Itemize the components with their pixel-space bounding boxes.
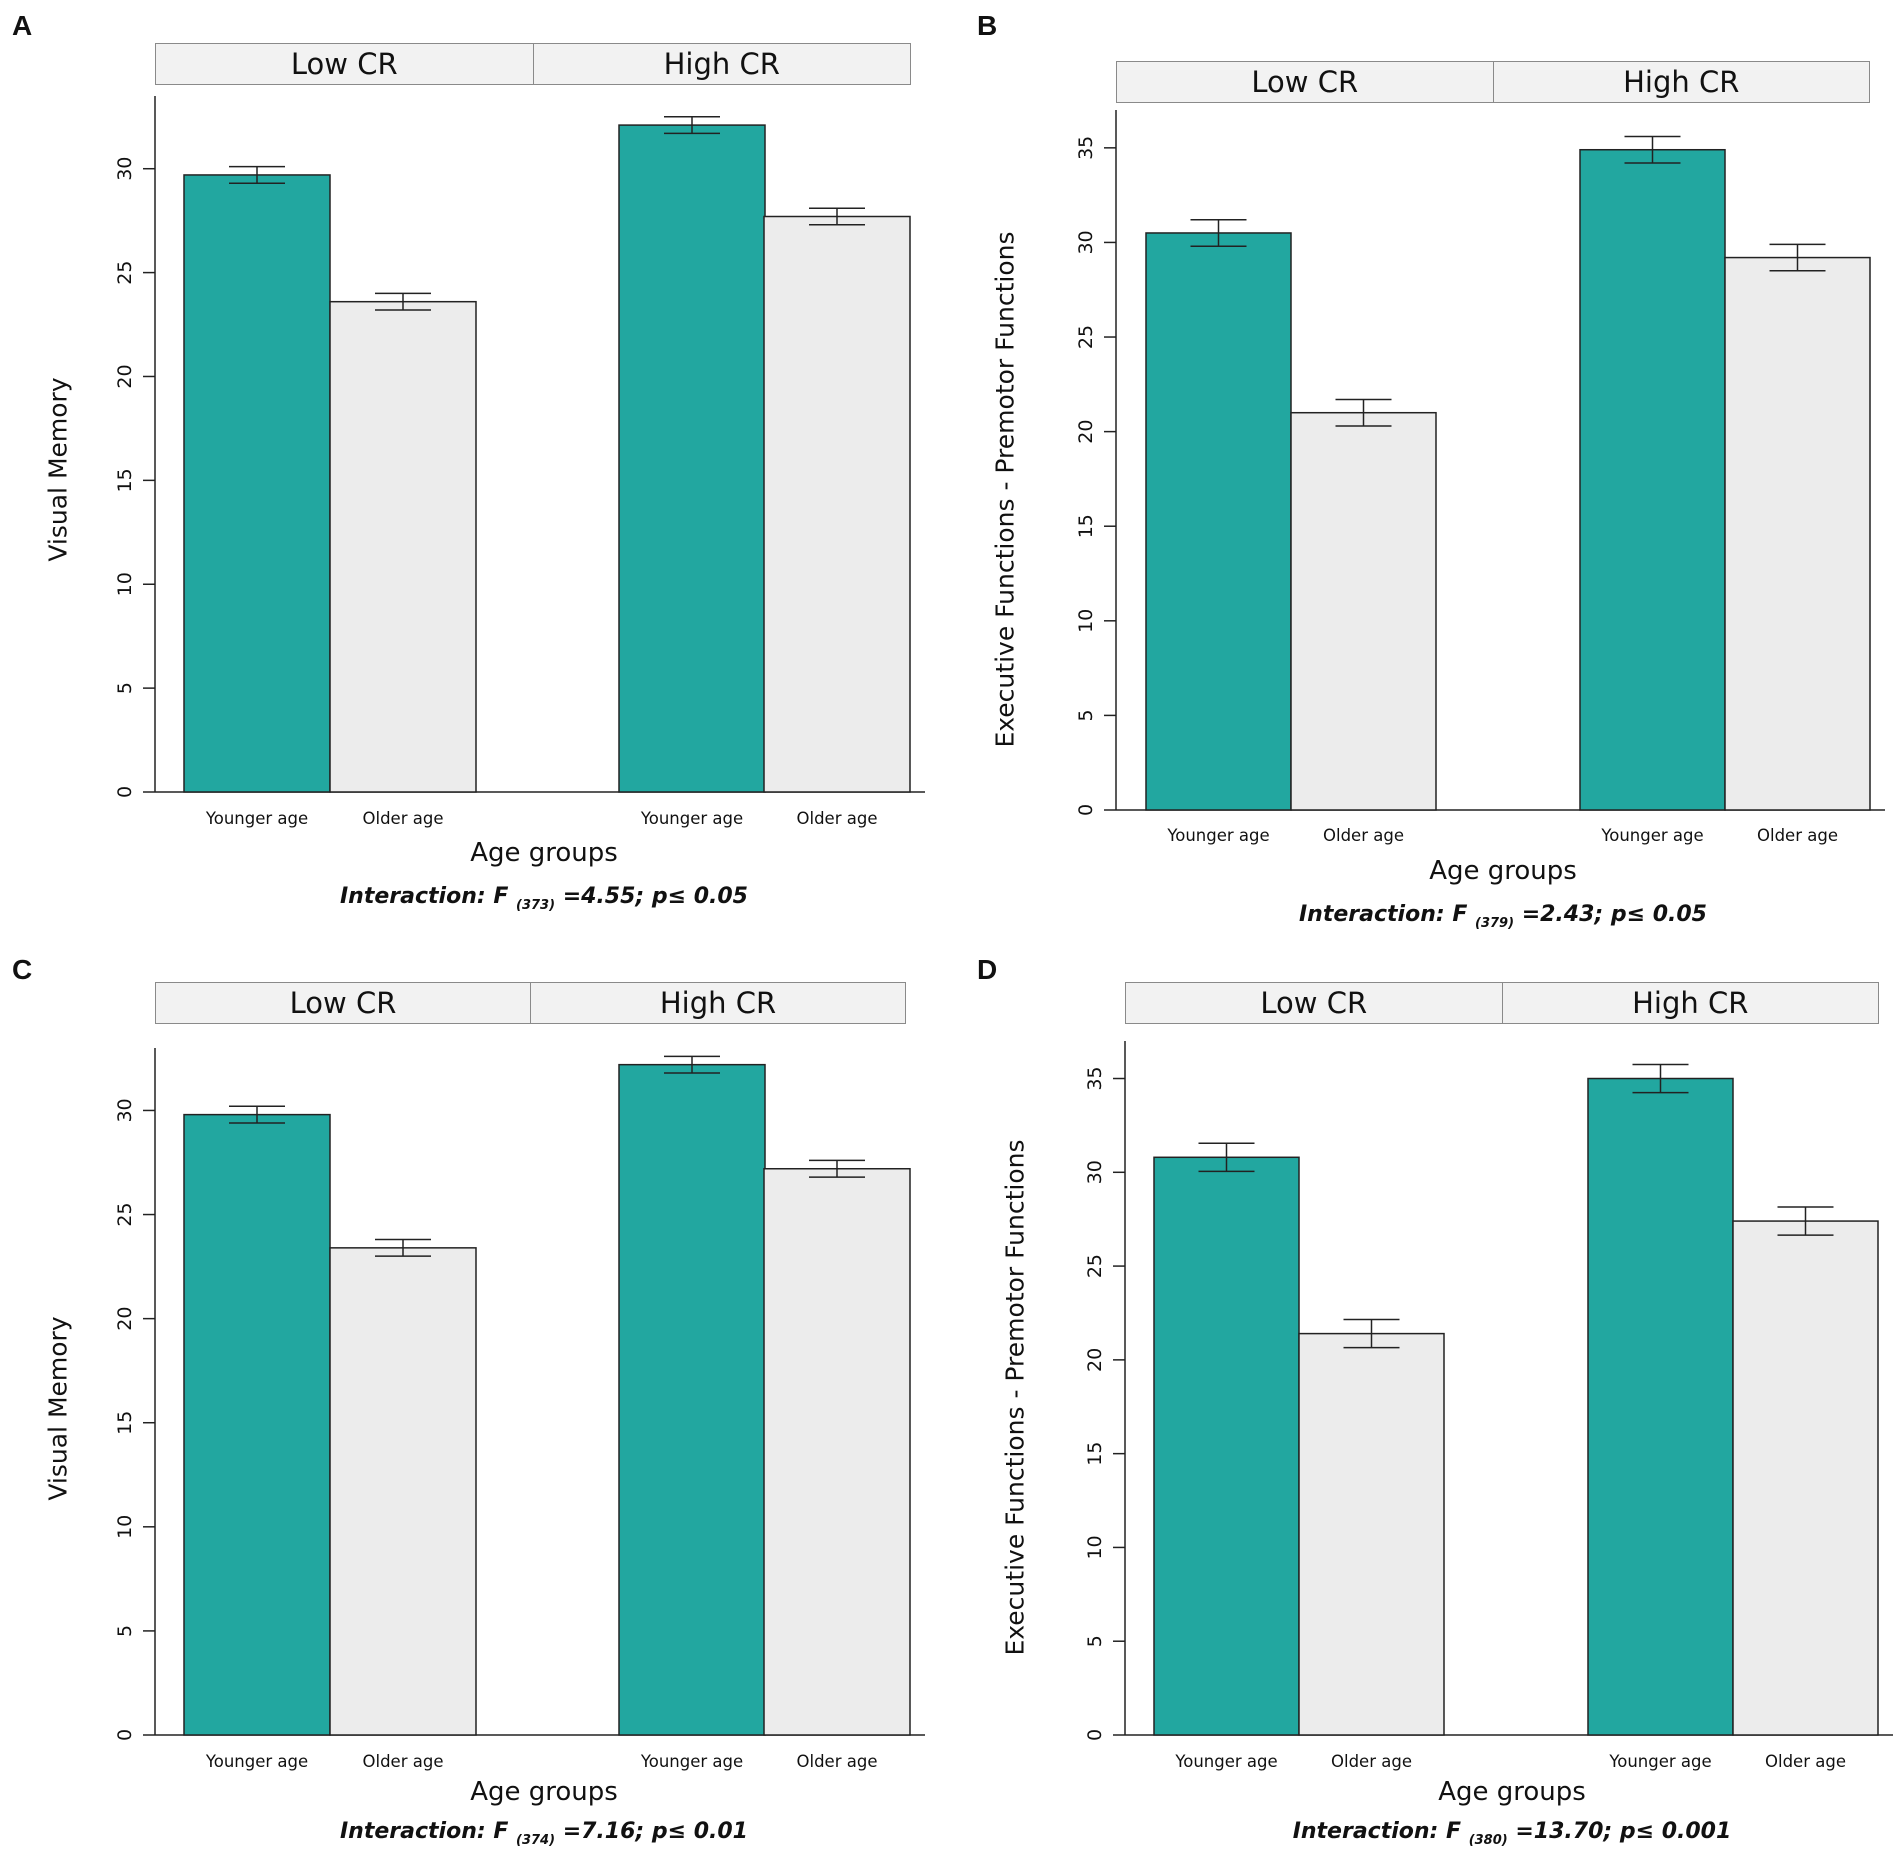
interaction-df: (380): [1469, 1833, 1508, 1848]
x-tick-label: Older age: [797, 1752, 878, 1771]
y-axis-title: Visual Memory: [44, 120, 73, 820]
bar: [619, 125, 765, 792]
panel-c: C Low CR High CR 0 5 10 15 20 25 30 Younger age…: [0, 929, 952, 1858]
interaction-result: =4.55; p≤ 0.05: [555, 884, 748, 909]
x-tick-label: Younger age: [640, 809, 743, 828]
y-axis-title: Executive Functions - Premotor Functions: [1001, 1048, 1030, 1748]
x-tick-label: Younger age: [1174, 1752, 1277, 1771]
bar: [1299, 1334, 1444, 1735]
x-axis-title: Age groups: [244, 1777, 844, 1807]
x-axis-title: Age groups: [1203, 856, 1803, 886]
bar: [184, 1115, 330, 1735]
interaction-prefix: Interaction: F: [340, 884, 516, 909]
bar: [764, 1169, 910, 1735]
interaction-result: =2.43; p≤ 0.05: [1514, 902, 1707, 927]
y-tick-label: 20: [114, 1307, 136, 1331]
y-tick-label: 30: [1075, 230, 1097, 254]
y-axis-title: Visual Memory: [44, 1059, 73, 1759]
interaction-df: (374): [516, 1833, 555, 1848]
y-tick-label: 30: [114, 157, 136, 181]
x-tick-label: Older age: [363, 809, 444, 828]
bar: [1588, 1079, 1733, 1735]
y-tick-label: 20: [1075, 420, 1097, 444]
y-tick-label: 5: [1084, 1635, 1106, 1647]
interaction-prefix: Interaction: F: [340, 1819, 516, 1844]
bar: [1291, 413, 1436, 810]
bar: [1725, 258, 1870, 810]
x-axis-title: Age groups: [1212, 1777, 1812, 1807]
y-tick-label: 10: [114, 1515, 136, 1539]
interaction-result: =13.70; p≤ 0.001: [1508, 1819, 1732, 1844]
y-tick-label: 5: [1075, 709, 1097, 721]
interaction-stat: Interaction: F (379) =2.43; p≤ 0.05: [1203, 902, 1803, 931]
bar: [1154, 1157, 1299, 1735]
interaction-stat: Interaction: F (373) =4.55; p≤ 0.05: [244, 884, 844, 913]
y-tick-label: 15: [114, 1411, 136, 1435]
y-tick-label: 35: [1075, 136, 1097, 160]
x-tick-label: Older age: [1323, 826, 1404, 845]
bar: [1733, 1221, 1878, 1735]
x-tick-label: Younger age: [640, 1752, 743, 1771]
x-tick-label: Older age: [797, 809, 878, 828]
y-tick-label: 0: [1075, 804, 1097, 816]
interaction-stat: Interaction: F (374) =7.16; p≤ 0.01: [244, 1819, 844, 1848]
x-tick-label: Older age: [1331, 1752, 1412, 1771]
y-tick-label: 5: [114, 682, 136, 694]
y-tick-label: 25: [114, 261, 136, 285]
interaction-prefix: Interaction: F: [1299, 902, 1475, 927]
chart-svg: 0 5 10 15 20 25 30 35 Younger age Older age Younge…: [952, 929, 1904, 1858]
y-tick-label: 35: [1084, 1066, 1106, 1090]
x-tick-label: Younger age: [1600, 826, 1703, 845]
bar: [619, 1065, 765, 1735]
y-tick-label: 25: [1075, 325, 1097, 349]
y-tick-label: 20: [1084, 1348, 1106, 1372]
y-tick-label: 10: [1075, 609, 1097, 633]
interaction-prefix: Interaction: F: [1293, 1819, 1469, 1844]
y-tick-label: 0: [1084, 1729, 1106, 1741]
panel-a: A Low CR High CR 0 5 10 15 20 25 30 Younger age…: [0, 0, 952, 929]
x-tick-label: Younger age: [205, 1752, 308, 1771]
bar: [330, 1248, 476, 1735]
x-tick-label: Younger age: [1166, 826, 1269, 845]
panel-d: D Low CR High CR 0 5 10 15 20 25 30 35 Younger a…: [952, 929, 1904, 1858]
bar: [184, 175, 330, 792]
bar: [1146, 233, 1291, 810]
y-tick-label: 10: [114, 572, 136, 596]
panel-b: B Low CR High CR 0 5 10 15 20 25 30 35 Younger a…: [952, 0, 1904, 929]
y-tick-label: 0: [114, 786, 136, 798]
y-tick-label: 5: [114, 1625, 136, 1637]
x-tick-label: Younger age: [205, 809, 308, 828]
y-axis-title: Executive Functions - Premotor Functions: [991, 140, 1020, 840]
y-tick-label: 25: [114, 1202, 136, 1226]
bar: [330, 302, 476, 792]
x-tick-label: Younger age: [1608, 1752, 1711, 1771]
x-tick-label: Older age: [1757, 826, 1838, 845]
y-tick-label: 20: [114, 364, 136, 388]
x-tick-label: Older age: [1765, 1752, 1846, 1771]
chart-svg: 0 5 10 15 20 25 30 35 Younger age Older age Younge…: [952, 0, 1904, 929]
y-tick-label: 30: [114, 1098, 136, 1122]
bar: [1580, 150, 1725, 810]
y-tick-label: 30: [1084, 1160, 1106, 1184]
x-tick-label: Older age: [363, 1752, 444, 1771]
bar: [764, 217, 910, 792]
chart-svg: 0 5 10 15 20 25 30 Younger age Older age Younger …: [0, 929, 952, 1858]
y-tick-label: 15: [114, 468, 136, 492]
chart-svg: 0 5 10 15 20 25 30 Younger age Older age Younger …: [0, 0, 952, 929]
interaction-stat: Interaction: F (380) =13.70; p≤ 0.001: [1212, 1819, 1812, 1848]
y-tick-label: 0: [114, 1729, 136, 1741]
x-axis-title: Age groups: [244, 838, 844, 868]
interaction-df: (373): [516, 898, 555, 913]
y-tick-label: 15: [1075, 514, 1097, 538]
y-tick-label: 15: [1084, 1442, 1106, 1466]
y-tick-label: 10: [1084, 1535, 1106, 1559]
y-tick-label: 25: [1084, 1254, 1106, 1278]
interaction-result: =7.16; p≤ 0.01: [555, 1819, 748, 1844]
